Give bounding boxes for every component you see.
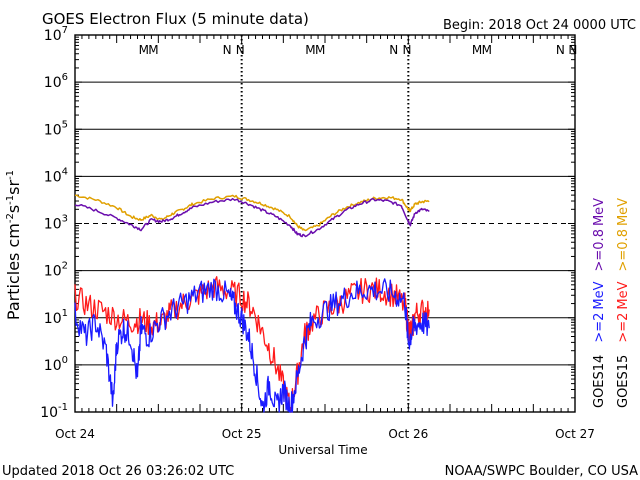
y-tick-label: 107 <box>44 25 68 44</box>
y-tick-label: 101 <box>44 308 68 327</box>
legend-goes15: GOES15 >=2 MeV >=0.8 MeV <box>616 198 631 408</box>
y-tick-exponent: 5 <box>62 119 68 130</box>
legend-goes14-low-unit: MeV <box>592 281 607 309</box>
y-tick-exponent: 4 <box>62 166 68 177</box>
y-axis-label: Particles cm-2s-1sr-1 <box>4 170 23 320</box>
legend-goes15-sat: GOES15 <box>616 355 631 408</box>
x-tick-labels: Oct 24 Oct 25 Oct 26 Oct 27 <box>55 427 595 441</box>
x-tick-label: Oct 27 <box>555 427 595 441</box>
series-line <box>74 276 430 413</box>
event-marker: M <box>315 43 325 57</box>
event-marker: N <box>568 43 577 57</box>
legend-goes14: GOES14 >=2 MeV >=0.8 MeV <box>592 198 607 408</box>
chart-title: GOES Electron Flux (5 minute data) <box>42 10 309 28</box>
legend-goes14-high: >=0.8 <box>592 229 607 271</box>
x-tick-label: Oct 25 <box>222 427 262 441</box>
legend-goes14-sat: GOES14 <box>592 355 607 408</box>
y-tick-base: 10 <box>44 28 62 44</box>
y-tick-exponent: 6 <box>62 72 68 83</box>
begin-time: Begin: 2018 Oct 24 0000 UTC <box>443 18 636 33</box>
y-tick-exponent: -1 <box>58 402 68 413</box>
y-label-main: Particles cm <box>4 223 23 320</box>
event-marker: N <box>389 43 398 57</box>
y-tick-base: 10 <box>44 75 62 91</box>
series-line <box>74 278 430 413</box>
y-tick-base: 10 <box>44 217 62 233</box>
event-marker: M <box>139 43 149 57</box>
event-marker: N <box>236 43 245 57</box>
event-marker: M <box>148 43 158 57</box>
y-tick-base: 10 <box>40 405 58 421</box>
event-marker: N <box>556 43 565 57</box>
y-label-s: s <box>4 205 23 213</box>
legend-goes15-high-unit: MeV <box>616 198 631 226</box>
legend-goes15-high: >=0.8 <box>616 229 631 271</box>
y-tick-base: 10 <box>44 169 62 185</box>
legend-goes14-high-unit: MeV <box>592 198 607 226</box>
data-series <box>74 194 430 413</box>
event-marker: N <box>223 43 232 57</box>
axis-ticks <box>74 35 576 413</box>
legend-goes15-low: >=2 <box>616 313 631 343</box>
event-marker: M <box>472 43 482 57</box>
series-line <box>74 197 430 238</box>
y-label-exp1: -2 <box>5 213 16 223</box>
y-tick-exponent: 1 <box>62 308 68 319</box>
y-tick-base: 10 <box>44 358 62 374</box>
y-label-exp2: -1 <box>5 195 16 205</box>
y-label-exp3: -1 <box>5 170 16 180</box>
x-tick-label: Oct 26 <box>388 427 428 441</box>
legend-goes15-low-unit: MeV <box>616 281 631 309</box>
y-tick-label: 104 <box>44 166 68 185</box>
y-tick-exponent: 7 <box>62 25 68 36</box>
y-tick-label: 106 <box>44 72 68 91</box>
x-axis-label: Universal Time <box>278 443 367 457</box>
grid-lines <box>75 35 575 412</box>
y-tick-base: 10 <box>44 122 62 138</box>
y-tick-exponent: 3 <box>62 214 68 225</box>
y-label-sr: sr <box>4 180 23 195</box>
event-marker: M <box>305 43 315 57</box>
x-tick-label: Oct 24 <box>55 427 95 441</box>
y-tick-label: 105 <box>44 119 68 138</box>
series-line <box>74 194 430 232</box>
y-tick-exponent: 2 <box>62 261 68 272</box>
y-tick-base: 10 <box>44 264 62 280</box>
y-tick-exponent: 0 <box>62 355 68 366</box>
y-tick-label: 10-1 <box>40 402 68 421</box>
y-tick-base: 10 <box>44 311 62 327</box>
event-marker: N <box>402 43 411 57</box>
y-tick-label: 103 <box>44 214 68 233</box>
event-marker: M <box>482 43 492 57</box>
y-tick-label: 102 <box>44 261 68 280</box>
source-credit: NOAA/SWPC Boulder, CO USA <box>445 464 638 479</box>
y-tick-label: 100 <box>44 355 68 374</box>
legend-goes14-low: >=2 <box>592 313 607 343</box>
updated-time: Updated 2018 Oct 26 03:26:02 UTC <box>2 464 234 479</box>
